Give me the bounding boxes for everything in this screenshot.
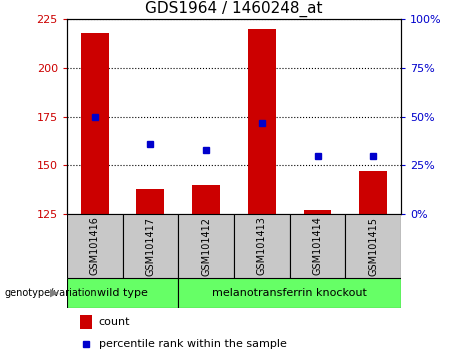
Text: GSM101412: GSM101412 [201,217,211,275]
Text: count: count [99,317,130,327]
Text: wild type: wild type [97,288,148,298]
Bar [80,315,92,329]
Bar [123,214,178,278]
Text: genotype/variation: genotype/variation [5,288,97,298]
Bar [67,278,178,308]
Bar [234,214,290,278]
Bar [290,214,345,278]
Bar [178,214,234,278]
Bar [359,171,387,214]
Text: GSM101417: GSM101417 [145,217,155,275]
Text: melanotransferrin knockout: melanotransferrin knockout [212,288,367,298]
Bar [345,214,401,278]
Bar [178,278,401,308]
Text: GSM101415: GSM101415 [368,217,378,275]
Text: percentile rank within the sample: percentile rank within the sample [99,339,286,349]
Bar [136,189,164,214]
Text: GSM101414: GSM101414 [313,217,323,275]
Text: GSM101413: GSM101413 [257,217,267,275]
Title: GDS1964 / 1460248_at: GDS1964 / 1460248_at [145,0,323,17]
Bar [67,214,123,278]
Text: GSM101416: GSM101416 [90,217,100,275]
Bar [192,185,220,214]
Bar [248,29,276,214]
Bar [81,33,109,214]
Text: ▶: ▶ [50,288,59,298]
Bar [304,210,331,214]
